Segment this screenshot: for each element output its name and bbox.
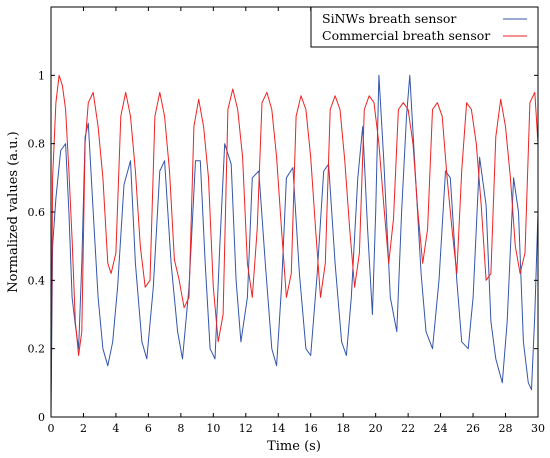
y-tick-label: 0 (38, 411, 45, 424)
x-tick-label: 2 (80, 422, 87, 435)
legend-label-sinws: SiNWs breath sensor (322, 11, 456, 26)
plot-frame (50, 6, 539, 418)
series-line-commercial (50, 74, 539, 400)
y-tick-label: 1 (38, 69, 45, 82)
axis-ticks: 0 2 4 6 8 10 12 14 16 18 20 22 24 26 28 3000.20.40.60.8… (28, 7, 545, 435)
y-tick-label: 0.4 (28, 274, 46, 287)
x-tick-label: 20 (369, 422, 383, 435)
x-tick-label: 6 (145, 422, 152, 435)
legend: SiNWs breath sensor Commercial breath se… (310, 6, 539, 48)
x-tick-label: 28 (499, 422, 513, 435)
y-tick-label: 0.8 (28, 138, 46, 151)
x-tick-label: 8 (177, 422, 184, 435)
y-tick-label: 0.2 (28, 343, 46, 356)
x-tick-label: 0 (48, 422, 55, 435)
series-line-sinws (50, 74, 539, 418)
x-tick-label: 14 (271, 422, 285, 435)
x-tick-label: 18 (336, 422, 350, 435)
x-axis-label: Time (s) (267, 439, 321, 454)
y-axis-label: Normalized values (a.u.) (6, 131, 21, 292)
legend-box (310, 6, 539, 48)
x-tick-label: 16 (304, 422, 318, 435)
x-tick-label: 12 (239, 422, 253, 435)
x-tick-label: 30 (531, 422, 545, 435)
x-tick-label: 4 (112, 422, 119, 435)
x-tick-label: 26 (466, 422, 480, 435)
legend-label-commercial: Commercial breath sensor (322, 28, 490, 43)
plot-lines (50, 74, 539, 418)
x-tick-label: 10 (206, 422, 220, 435)
x-tick-label: 22 (401, 422, 415, 435)
x-tick-label: 24 (434, 422, 448, 435)
y-tick-label: 0.6 (28, 206, 46, 219)
